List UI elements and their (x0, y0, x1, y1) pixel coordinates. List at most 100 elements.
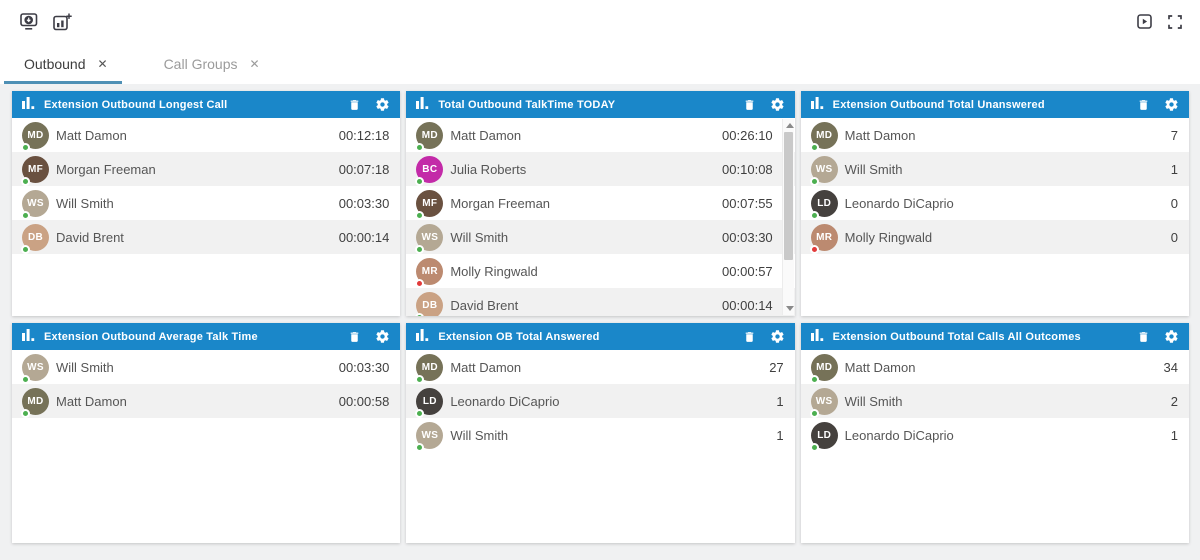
tab-outbound[interactable]: Outbound ✕ (4, 47, 122, 84)
widget-header: Extension Outbound Total Calls All Outco… (800, 323, 1189, 350)
tab-call-groups[interactable]: Call Groups ✕ (144, 47, 274, 84)
tab-label: Outbound (24, 56, 86, 72)
status-dot (809, 210, 819, 220)
delete-widget-button[interactable] (348, 330, 361, 344)
avatar: WS (21, 189, 49, 220)
widget-body: WS Will Smith 00:03:30 MD Matt Damon 00:… (12, 350, 401, 543)
table-row: WS Will Smith 2 (800, 384, 1189, 418)
tab-bar: Outbound ✕ Call Groups ✕ (0, 46, 1200, 84)
widget-header: Extension Outbound Average Talk Time (12, 323, 401, 350)
widget-settings-button[interactable] (1164, 97, 1179, 112)
agent-name: Morgan Freeman (56, 161, 156, 177)
delete-widget-button[interactable] (1137, 330, 1150, 344)
widget-extension-ob-total-answered: Extension OB Total Answered MD Matt Damo… (406, 323, 795, 543)
widget-title: Extension Outbound Average Talk Time (44, 330, 258, 343)
agent-name: Julia Roberts (450, 161, 527, 177)
avatar: BC (415, 155, 444, 186)
delete-widget-button[interactable] (743, 98, 756, 112)
fullscreen-button[interactable] (1168, 14, 1182, 32)
scrollbar-thumb[interactable] (783, 132, 793, 260)
metric-value: 00:03:30 (338, 359, 390, 375)
play-slideshow-button[interactable] (1137, 14, 1152, 32)
avatar: LD (809, 421, 838, 452)
metric-value: 00:26:10 (722, 127, 773, 143)
widget-settings-button[interactable] (1164, 329, 1179, 344)
widget-settings-button[interactable] (375, 329, 390, 344)
agent-name: Will Smith (844, 393, 903, 409)
top-toolbar (0, 0, 1200, 46)
table-row: MD Matt Damon 00:26:10 (406, 118, 795, 152)
table-row: MD Matt Damon 27 (406, 350, 795, 384)
avatar: MF (21, 155, 49, 186)
table-row: MD Matt Damon 00:00:58 (12, 384, 401, 418)
close-tab-icon[interactable]: ✕ (249, 57, 260, 71)
scroll-up-icon[interactable] (785, 123, 794, 128)
widget-body: MD Matt Damon 7 WS Will Smith 1 LD Leona… (800, 118, 1189, 316)
widget-settings-button[interactable] (770, 329, 785, 344)
avatar: MD (21, 121, 49, 152)
avatar: MD (21, 387, 49, 418)
delete-widget-button[interactable] (1137, 98, 1150, 112)
dashboard-grid: Extension Outbound Longest Call MD Matt … (0, 84, 1200, 560)
vertical-scrollbar[interactable] (781, 119, 794, 315)
widget-header: Extension Outbound Total Unanswered (800, 91, 1189, 118)
fullscreen-icon (1168, 14, 1182, 32)
bar-chart-icon (810, 96, 824, 114)
agent-name: Morgan Freeman (450, 195, 551, 211)
metric-value: 7 (1170, 127, 1178, 143)
metric-value: 00:00:57 (722, 263, 773, 279)
table-row: MR Molly Ringwald 0 (800, 220, 1189, 254)
avatar: MR (415, 257, 444, 288)
widget-title: Extension Outbound Total Calls All Outco… (832, 330, 1081, 343)
metric-value: 0 (1170, 195, 1178, 211)
avatar: WS (809, 155, 838, 186)
agent-name: Will Smith (450, 229, 509, 245)
agent-name: Will Smith (450, 427, 509, 443)
metric-value: 00:00:14 (338, 229, 390, 245)
add-widget-button[interactable] (53, 13, 72, 34)
status-dot (809, 244, 819, 254)
table-row: BC Julia Roberts 00:10:08 (406, 152, 795, 186)
agent-name: Leonardo DiCaprio (844, 427, 954, 443)
avatar: MD (415, 353, 444, 384)
status-dot (415, 442, 425, 452)
scroll-down-icon[interactable] (785, 306, 794, 311)
widget-title: Total Outbound TalkTime TODAY (438, 98, 616, 111)
metric-value: 00:07:55 (722, 195, 773, 211)
delete-widget-button[interactable] (743, 330, 756, 344)
avatar: MR (809, 223, 838, 254)
bar-chart-icon (22, 328, 35, 346)
metric-value: 1 (1170, 161, 1178, 177)
widget-header: Extension Outbound Longest Call (12, 91, 401, 118)
status-dot (21, 408, 30, 418)
bar-chart-icon (810, 328, 824, 346)
avatar: WS (415, 223, 444, 254)
widget-title: Extension Outbound Total Unanswered (832, 98, 1045, 111)
table-row: WS Will Smith 1 (800, 152, 1189, 186)
avatar: WS (809, 387, 838, 418)
widget-settings-button[interactable] (770, 97, 785, 112)
status-dot (21, 244, 30, 254)
table-row: WS Will Smith 00:03:30 (12, 350, 401, 384)
status-dot (21, 176, 30, 186)
widget-total-outbound-talktime-today: Total Outbound TalkTime TODAY MD Matt Da… (406, 91, 795, 316)
delete-widget-button[interactable] (348, 98, 361, 112)
metric-value: 00:03:30 (722, 229, 773, 245)
status-dot (415, 142, 425, 152)
status-dot (809, 142, 819, 152)
open-view-button[interactable] (20, 12, 39, 34)
table-row: DB David Brent 00:00:14 (406, 288, 795, 316)
close-tab-icon[interactable]: ✕ (97, 57, 108, 71)
status-dot (415, 374, 425, 384)
table-row: MF Morgan Freeman 00:07:55 (406, 186, 795, 220)
agent-name: Matt Damon (844, 127, 916, 143)
widget-extension-outbound-total-unanswered: Extension Outbound Total Unanswered MD M… (800, 91, 1189, 316)
status-dot (809, 408, 819, 418)
metric-value: 1 (776, 427, 784, 443)
metric-value: 27 (769, 359, 784, 375)
widget-settings-button[interactable] (375, 97, 390, 112)
bar-chart-icon (22, 96, 35, 114)
avatar: WS (415, 421, 444, 452)
avatar: MF (415, 189, 444, 220)
metric-value: 00:07:18 (338, 161, 390, 177)
